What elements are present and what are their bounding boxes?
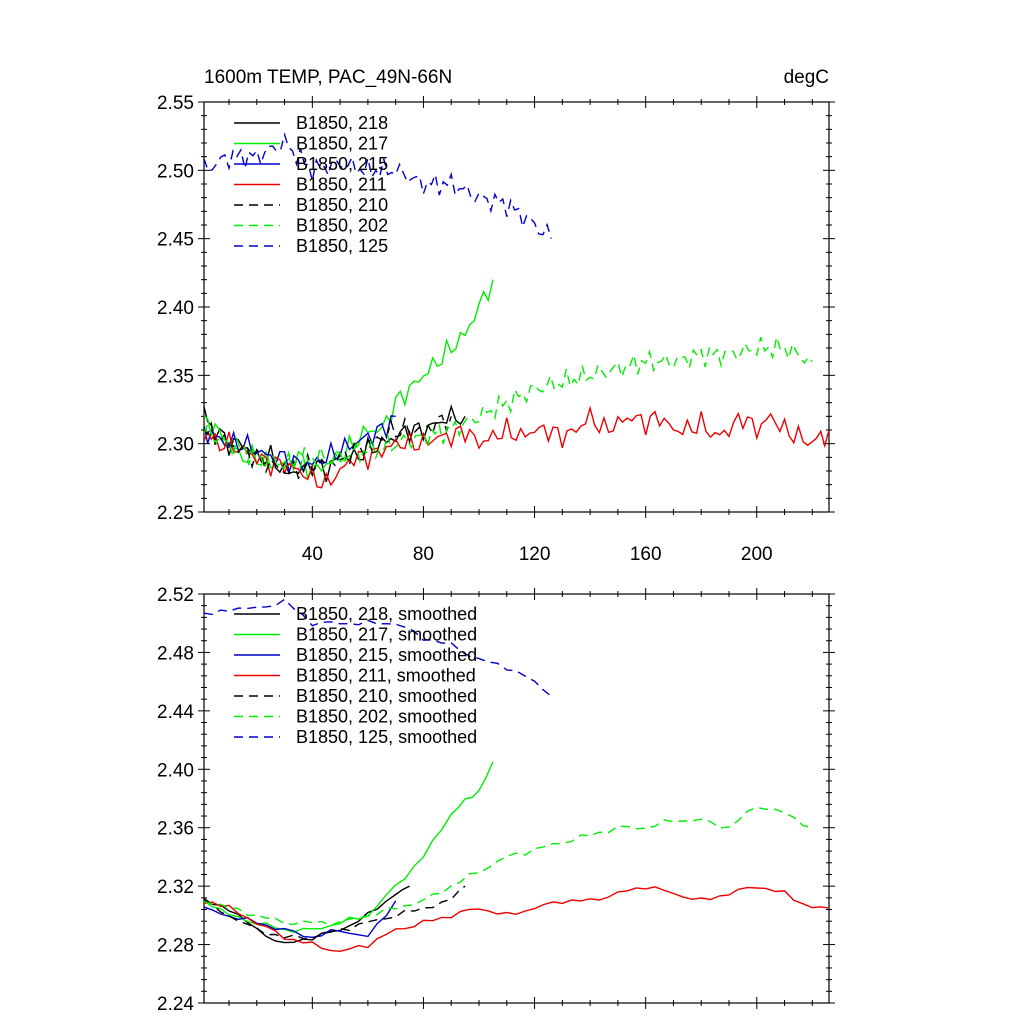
y-tick-label: 2.40	[157, 760, 194, 781]
legend-label: B1850, 125	[296, 236, 388, 256]
series-line-0	[204, 885, 410, 944]
y-tick-label: 2.36	[157, 819, 194, 840]
legend-label: B1850, 211	[296, 175, 387, 195]
x-tick-label: 80	[413, 544, 434, 565]
series-line-5	[204, 336, 813, 470]
legend-label: B1850, 202	[296, 216, 388, 236]
series-line-1	[204, 761, 494, 934]
y-tick-label: 2.48	[157, 643, 194, 664]
legend-label: B1850, 217, smoothed	[296, 625, 477, 645]
y-tick-label: 2.52	[157, 585, 194, 606]
series-line-5	[204, 806, 813, 927]
y-tick-label: 2.24	[157, 994, 194, 1015]
series-line-4	[204, 885, 466, 940]
y-tick-label: 2.50	[157, 161, 194, 182]
y-tick-label: 2.44	[157, 702, 194, 723]
legend-label: B1850, 218, smoothed	[296, 604, 477, 624]
series-group	[204, 598, 829, 953]
series-line-3	[204, 886, 829, 953]
y-tick-label: 2.40	[157, 298, 194, 319]
legend-label: B1850, 218	[296, 113, 388, 133]
y-tick-label: 2.30	[157, 435, 194, 456]
legend-label: B1850, 210	[296, 195, 388, 215]
x-tick-label: 40	[302, 544, 323, 565]
y-tick-label: 2.45	[157, 230, 194, 251]
units-label: degC	[784, 67, 829, 88]
plot-frame	[203, 593, 830, 1004]
legend-label: B1850, 215	[296, 154, 388, 174]
x-tick-label: 160	[630, 544, 662, 565]
legend-label: B1850, 202, smoothed	[296, 707, 477, 727]
legend-label: B1850, 217	[296, 134, 388, 154]
series-line-6	[204, 132, 552, 239]
legend-label: B1850, 125, smoothed	[296, 727, 477, 747]
series-line-0	[204, 404, 466, 483]
series-line-2	[204, 415, 396, 473]
series-line-3	[204, 405, 829, 489]
series-group	[204, 132, 829, 489]
upper-panel: 1600m TEMP, PAC_49N-66N degC 2.25 2.30 2.35 2…	[157, 67, 835, 565]
x-tick-label: 200	[741, 544, 773, 565]
lower-panel: 2.24 2.28 2.32 2.36 2.40 2.44 2.48 2.52 B1850, 2…	[157, 585, 835, 1015]
legend-label: B1850, 215, smoothed	[296, 645, 477, 665]
series-line-2	[204, 900, 397, 939]
panel-title: 1600m TEMP, PAC_49N-66N	[204, 67, 452, 88]
legend-label: B1850, 210, smoothed	[296, 686, 477, 706]
y-tick-label: 2.55	[157, 93, 194, 114]
y-tick-label: 2.32	[157, 877, 194, 898]
legend-label: B1850, 211, smoothed	[296, 666, 476, 686]
y-tick-label: 2.25	[157, 503, 194, 524]
y-tick-label: 2.28	[157, 936, 194, 957]
series-line-6	[204, 598, 552, 697]
y-tick-label: 2.35	[157, 366, 194, 387]
x-tick-label: 120	[519, 544, 551, 565]
